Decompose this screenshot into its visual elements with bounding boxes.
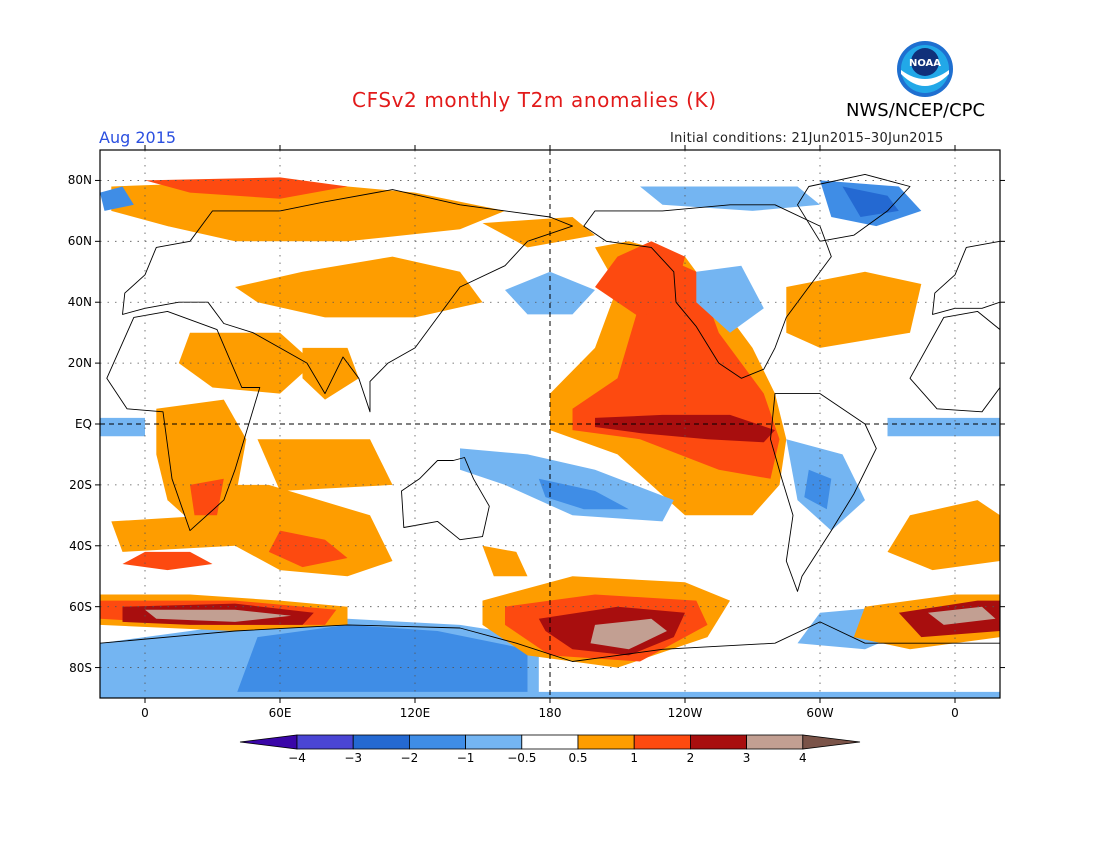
indian-ocean-warm: [257, 439, 393, 491]
noaa-logo-text: NOAA: [909, 58, 941, 69]
colorbar-label: −0.5: [507, 751, 537, 765]
south-pacific-cool-core: [538, 478, 629, 510]
coastline-europe-east: [932, 240, 1000, 315]
lon-label: 0: [141, 706, 149, 720]
colorbar-swatch: [296, 734, 354, 750]
coastline-australia: [401, 457, 490, 541]
lat-label: 60S: [69, 599, 92, 614]
colorbar-swatch: [633, 734, 691, 750]
coastline-africa-east: [909, 310, 1000, 413]
lon-label: 60W: [806, 706, 834, 720]
southern-ocean-veryhot-pacific: [590, 618, 667, 650]
coastline-africa: [106, 310, 261, 532]
colorbar-swatch: [352, 734, 410, 750]
lon-label: 180: [538, 706, 562, 720]
siberia-warm: [482, 217, 595, 248]
colorbar-arrow-high: [802, 734, 861, 750]
eurasia-warm-spots: [235, 256, 483, 318]
month-label: Aug 2015: [99, 128, 177, 147]
barents-cool: [100, 186, 134, 211]
colorbar-swatch: [408, 734, 466, 750]
colorbar-label: 3: [742, 751, 751, 765]
lat-label: 40N: [67, 295, 92, 310]
ne-pacific-warm: [595, 241, 685, 318]
colorbar-label: 1: [630, 751, 639, 765]
lon-label: 120W: [667, 706, 703, 720]
arctic-eurasia-warmer: [145, 177, 348, 199]
anomaly-shading: [100, 177, 1000, 698]
agency-label: NWS/NCEP/CPC: [846, 100, 986, 121]
lon-label: 60E: [268, 706, 292, 720]
southern-ocean-veryhot-west: [145, 609, 292, 622]
lon-label: 0: [951, 706, 959, 720]
arctic-eurasia-warm: [111, 180, 506, 242]
colorbar-label: 0.5: [568, 751, 588, 765]
lat-label: 40S: [69, 538, 92, 553]
colorbar: [239, 734, 861, 750]
lat-label: 60N: [67, 234, 92, 249]
lat-label: 80N: [67, 173, 92, 188]
colorbar-label: 2: [686, 751, 695, 765]
atlantic-equator-cool: [100, 417, 145, 437]
africa-warmer: [190, 478, 224, 516]
north-pacific-cool: [505, 271, 595, 315]
colorbar-swatch: [577, 734, 635, 750]
colorbar-swatch: [746, 734, 804, 750]
gridlines: [100, 150, 1000, 698]
colorbar-label: −1: [456, 751, 475, 765]
coastline-north-america: [583, 204, 832, 379]
initial-conditions-label: Initial conditions: 21Jun2015–30Jun2015: [670, 131, 944, 146]
lat-label: EQ: [74, 417, 92, 431]
noaa-logo: NOAA: [897, 41, 953, 97]
chart-title: CFSv2 monthly T2m anomalies (K): [352, 88, 717, 112]
atlantic-equator-cool-e: [887, 417, 1000, 437]
lat-label: 20N: [67, 356, 92, 371]
south-indian-warmer: [268, 530, 348, 568]
colorbar-label: 4: [798, 751, 807, 765]
colorbar-label: −3: [344, 751, 363, 765]
south-atlantic-warm: [887, 500, 1000, 571]
north-america-cool: [696, 265, 764, 333]
south-america-cool-core: [804, 469, 832, 510]
colorbar-label: −2: [400, 751, 419, 765]
coastline-antarctica: [100, 621, 1000, 698]
colorbar-swatch: [690, 734, 748, 750]
colorbar-label: −4: [288, 751, 306, 765]
antarctic-cool: [235, 624, 528, 698]
colorbar-arrow-low: [239, 734, 298, 750]
southern-ocean-veryhot-east: [928, 606, 996, 625]
north-atlantic-warm: [786, 271, 922, 348]
colorbar-swatch: [465, 734, 523, 750]
axis-ticks: [95, 145, 1005, 703]
tasman-warm: [482, 545, 528, 577]
lat-label: 80S: [69, 660, 92, 675]
india-warm: [302, 347, 359, 400]
lon-label: 120E: [399, 706, 431, 720]
greenland-cool-core: [842, 186, 899, 217]
colorbar-swatch: [521, 734, 579, 750]
coastline-europe-asia: [122, 189, 573, 413]
lat-label: 20S: [69, 477, 92, 492]
